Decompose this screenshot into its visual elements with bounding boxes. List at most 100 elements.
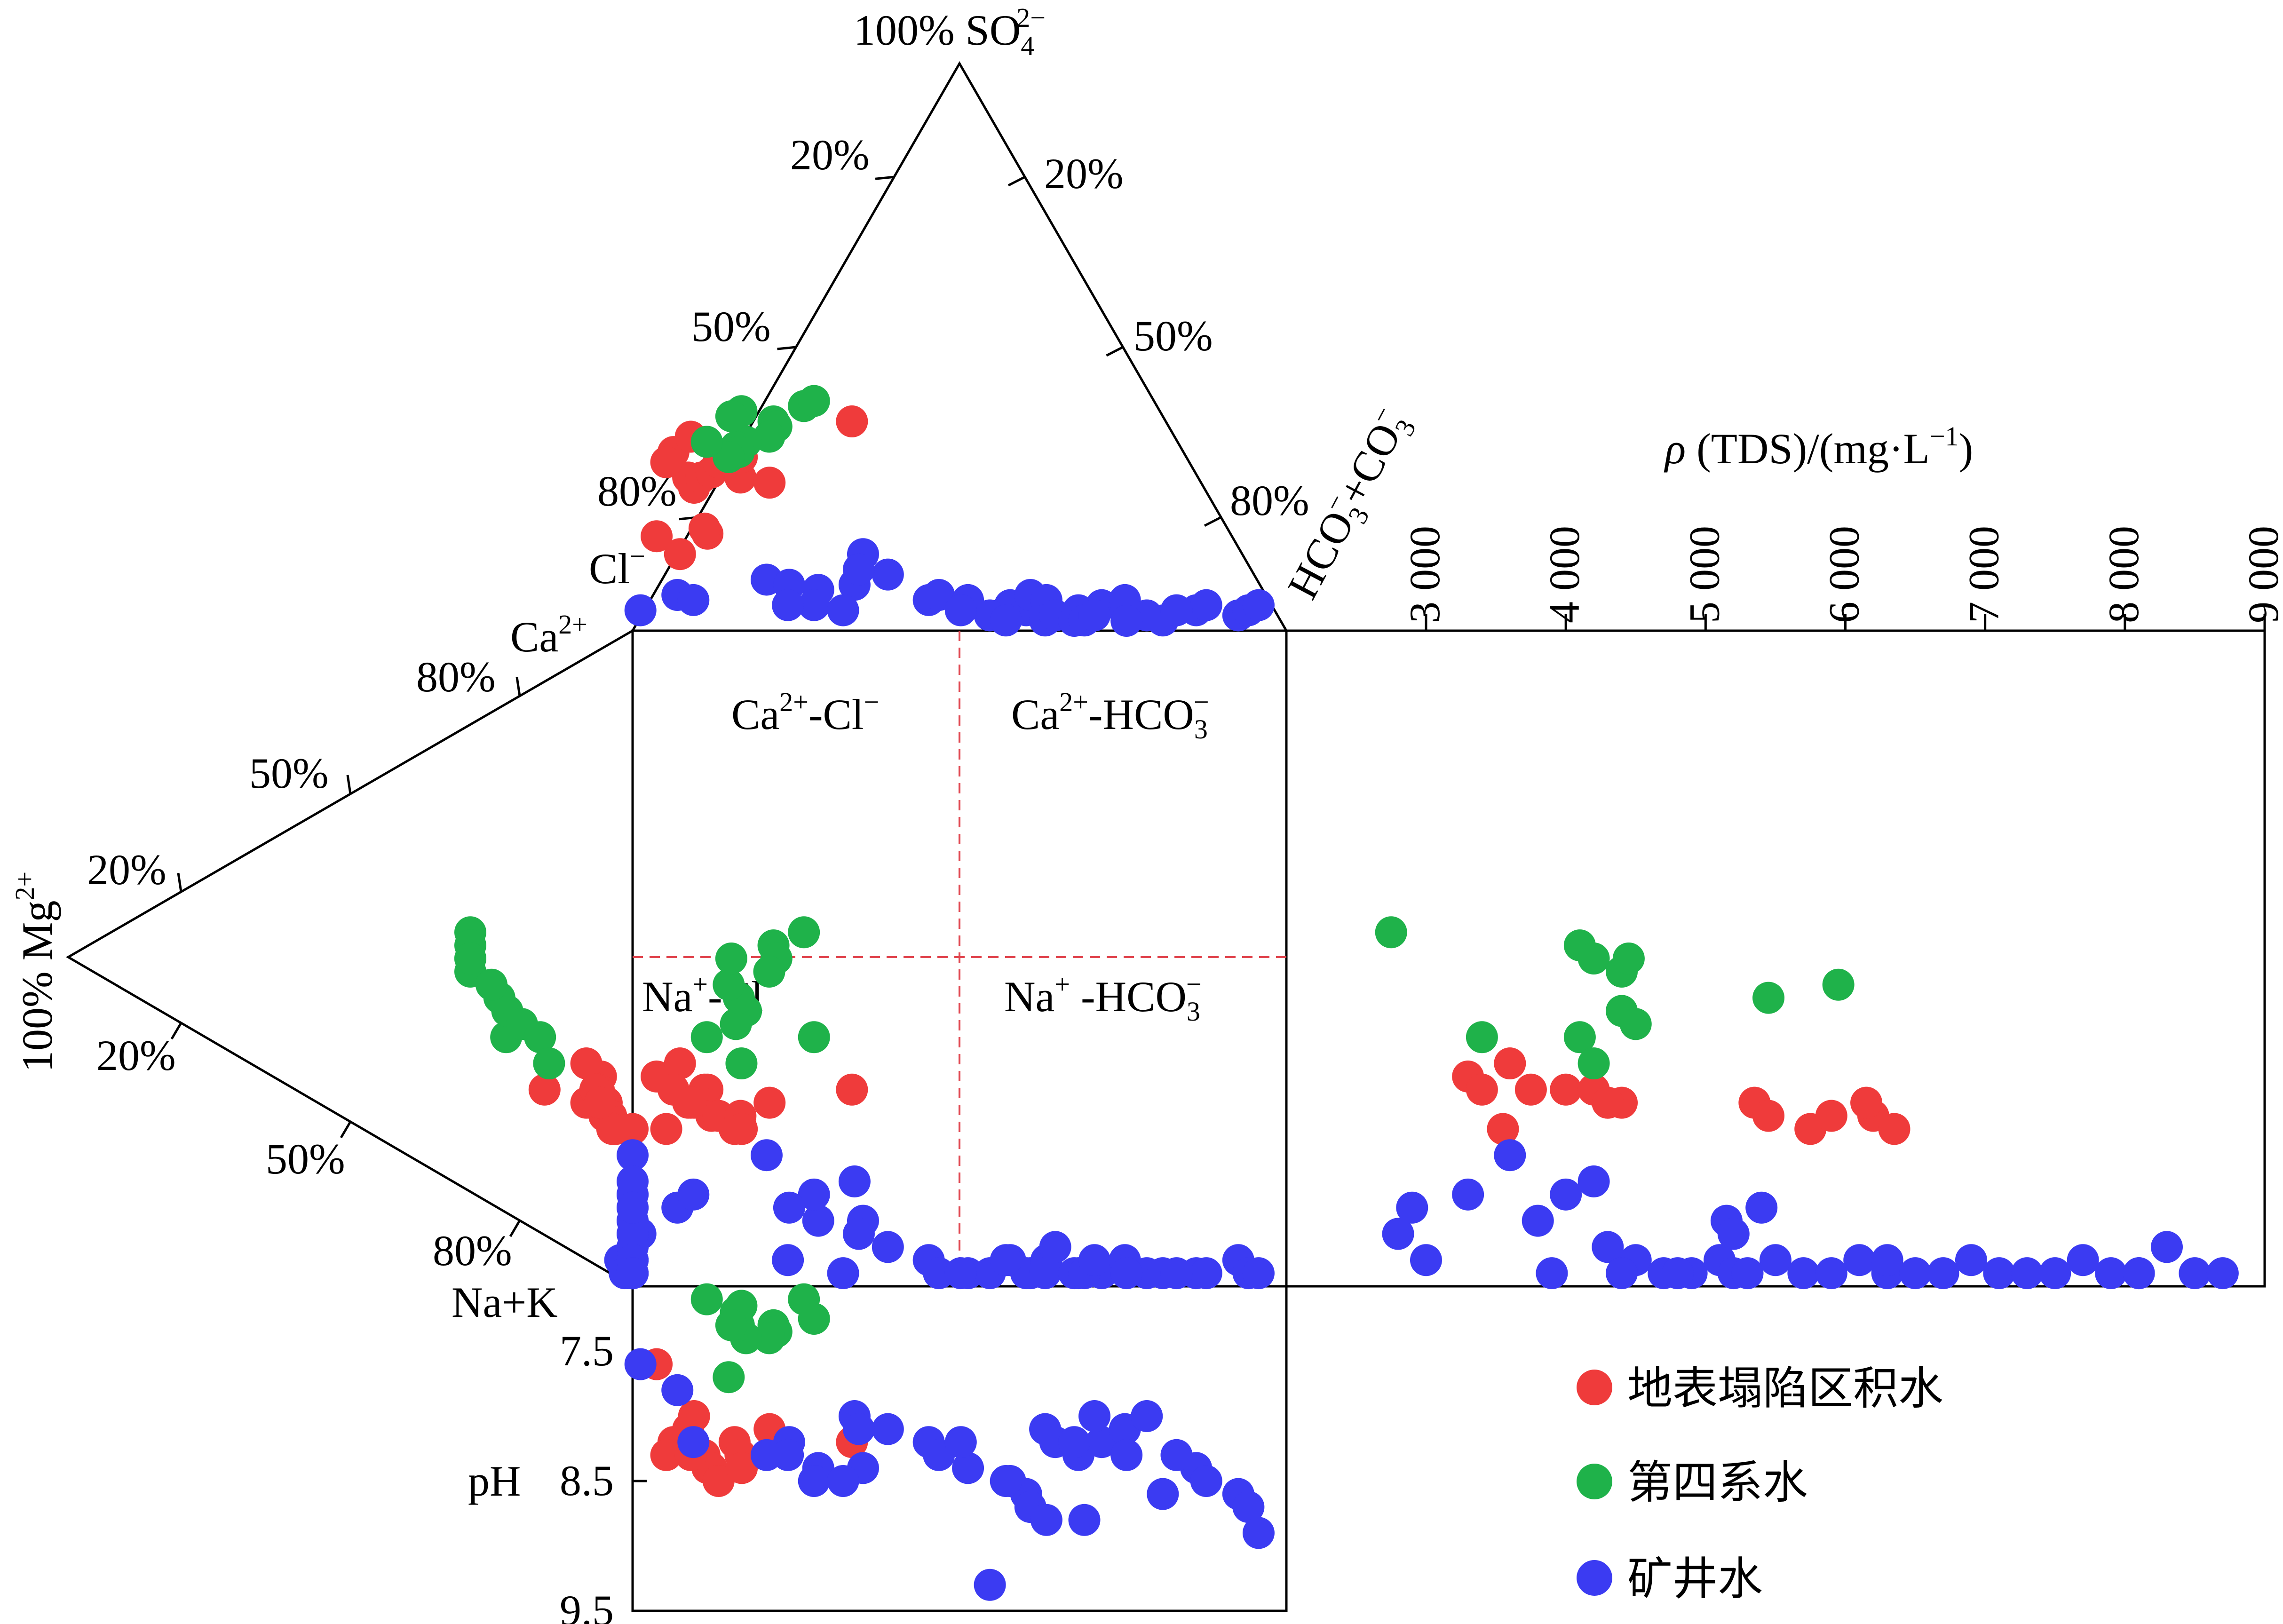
tds-point bbox=[1752, 1100, 1785, 1132]
anion-left-tick bbox=[777, 346, 796, 350]
ph-tick-label: 7.5 bbox=[560, 1327, 614, 1375]
tds-point bbox=[1606, 1257, 1638, 1290]
anion-point bbox=[772, 589, 804, 621]
tds-point bbox=[1871, 1244, 1903, 1276]
tds-tick-label: 9 000 bbox=[2239, 526, 2283, 623]
left-upper-tick-50: 50% bbox=[249, 749, 329, 797]
tds-point bbox=[1522, 1204, 1554, 1237]
square-point bbox=[650, 1113, 682, 1145]
cation-upper-tick bbox=[515, 677, 521, 697]
cation-upper-tick bbox=[346, 775, 352, 794]
square-point bbox=[990, 1244, 1022, 1276]
anion-point bbox=[1190, 589, 1222, 621]
square-point bbox=[798, 1021, 830, 1054]
quadrant-na-hco3: Na+ -HCO3− bbox=[1004, 969, 1202, 1027]
anion-point bbox=[798, 589, 830, 621]
ph-point bbox=[1160, 1439, 1193, 1471]
square-point bbox=[1078, 1244, 1111, 1276]
tds-point bbox=[1752, 982, 1785, 1014]
ph-point bbox=[1078, 1400, 1111, 1432]
tds-point bbox=[1787, 1257, 1820, 1290]
tds-tick-label: 3 000 bbox=[1401, 526, 1449, 623]
top-left-tick-20: 20% bbox=[790, 131, 870, 179]
anion-right-tick bbox=[1007, 175, 1026, 187]
ph-point bbox=[1030, 1504, 1062, 1536]
ph-point bbox=[726, 1452, 758, 1484]
tds-point bbox=[2179, 1257, 2211, 1290]
square-point bbox=[923, 1257, 955, 1290]
tds-point bbox=[1619, 1008, 1652, 1040]
square-point bbox=[842, 1218, 875, 1250]
legend-marker-quaternary bbox=[1577, 1464, 1612, 1499]
square-point bbox=[1160, 1257, 1193, 1290]
ph-point bbox=[1068, 1504, 1101, 1536]
square-point bbox=[690, 1021, 723, 1054]
square-point bbox=[827, 1257, 859, 1290]
square-point bbox=[1029, 1257, 1062, 1290]
square-point bbox=[750, 1139, 783, 1172]
tds-point bbox=[1822, 968, 1855, 1001]
so4-apex-label: 100% SO42− bbox=[854, 2, 1046, 61]
tds-point bbox=[1577, 1165, 1610, 1197]
tds-point bbox=[1815, 1100, 1847, 1132]
anion-point bbox=[688, 512, 721, 545]
tds-tick-label: 8 000 bbox=[2100, 526, 2148, 623]
tds-point bbox=[1494, 1047, 1526, 1080]
ph-point bbox=[944, 1426, 977, 1458]
tds-point bbox=[2011, 1257, 2043, 1290]
anion-point bbox=[1242, 589, 1275, 621]
legend-label-quaternary: 第四系水 bbox=[1627, 1456, 1808, 1509]
square-point bbox=[838, 1165, 871, 1197]
cation-point bbox=[476, 968, 507, 1001]
tds-point bbox=[2067, 1244, 2099, 1276]
tds-point bbox=[2206, 1257, 2239, 1290]
tds-point bbox=[1612, 943, 1645, 974]
ph-point bbox=[1058, 1426, 1090, 1458]
cation-point bbox=[454, 943, 486, 974]
ph-tick-label: 8.5 bbox=[560, 1457, 614, 1505]
ph-point bbox=[678, 1400, 710, 1432]
na-k-corner-label: Na+K bbox=[452, 1278, 558, 1326]
anion-left-tick bbox=[875, 175, 895, 180]
square-point bbox=[677, 1178, 710, 1211]
tds-point bbox=[1661, 1257, 1694, 1290]
tds-point bbox=[2123, 1257, 2155, 1290]
tds-point bbox=[1550, 1178, 1582, 1211]
square-point bbox=[788, 916, 820, 949]
anion-point bbox=[798, 385, 830, 417]
square-point bbox=[798, 1178, 830, 1211]
ph-point bbox=[1086, 1426, 1118, 1458]
ph-point bbox=[702, 1465, 735, 1497]
anion-point bbox=[1078, 599, 1111, 632]
anion-point bbox=[677, 584, 710, 616]
square-point bbox=[702, 1100, 735, 1132]
cation-point bbox=[584, 1086, 616, 1119]
tds-point bbox=[1382, 1218, 1414, 1250]
anion-point bbox=[872, 558, 904, 591]
tds-point bbox=[1494, 1139, 1526, 1172]
tds-point bbox=[1815, 1257, 1847, 1290]
square-point bbox=[713, 968, 745, 1001]
anion-point bbox=[1160, 594, 1193, 626]
ph-point bbox=[753, 1322, 785, 1355]
tds-point bbox=[1563, 1021, 1596, 1054]
cation-point bbox=[617, 1191, 649, 1224]
ph-point bbox=[842, 1413, 875, 1445]
square-point bbox=[674, 1086, 707, 1119]
tds-point bbox=[1550, 1073, 1582, 1106]
left-lower-tick-50: 50% bbox=[266, 1135, 345, 1183]
ph-point bbox=[798, 1465, 830, 1497]
legend: 地表塌陷区积水 第四系水 矿井水 bbox=[1577, 1362, 1943, 1605]
square-point bbox=[720, 1008, 752, 1040]
square-point bbox=[725, 1047, 758, 1080]
top-right-tick-20: 20% bbox=[1044, 150, 1124, 198]
square-point bbox=[753, 955, 785, 988]
cation-point bbox=[617, 1113, 649, 1145]
square-point bbox=[1242, 1257, 1275, 1290]
square-point bbox=[1190, 1257, 1222, 1290]
cation-point bbox=[617, 1257, 649, 1290]
ph-point bbox=[1242, 1517, 1275, 1549]
cation-point bbox=[570, 1047, 602, 1080]
ph-point bbox=[690, 1283, 723, 1315]
